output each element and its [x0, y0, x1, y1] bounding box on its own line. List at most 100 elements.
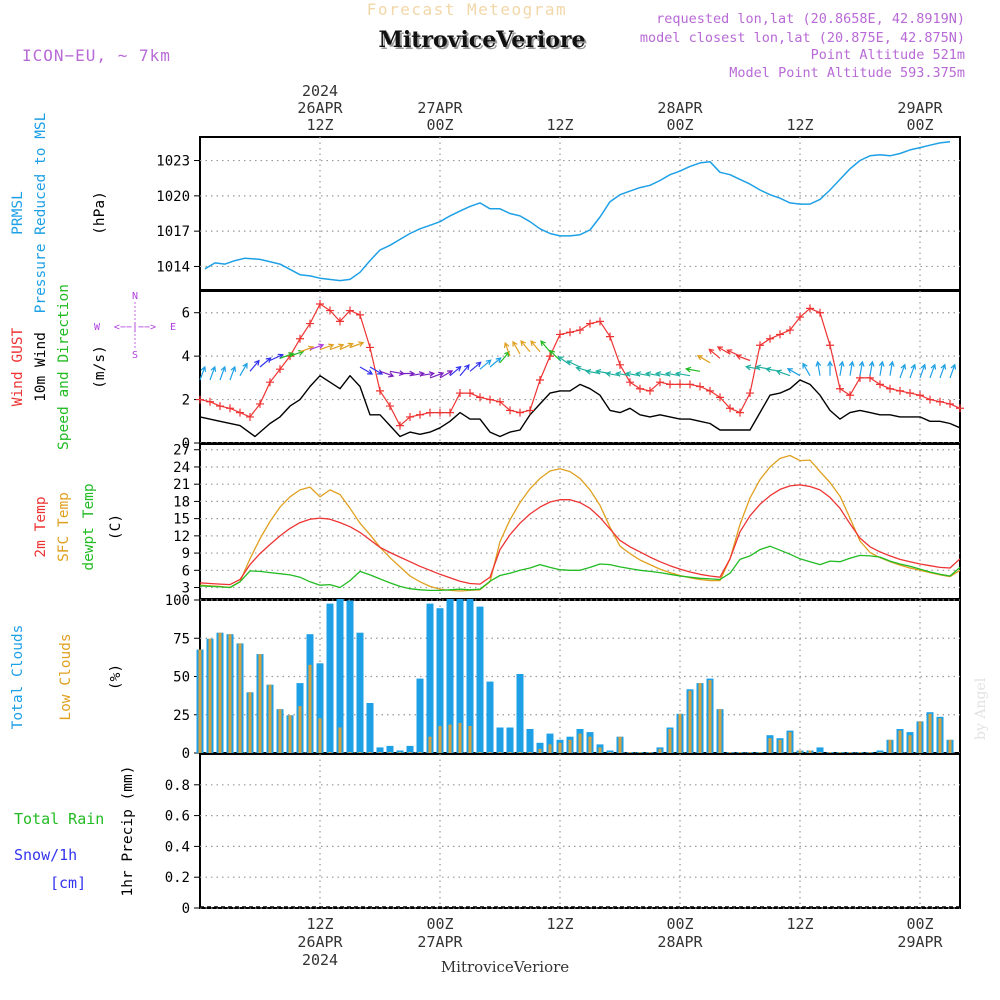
wind-direction-arrow	[469, 361, 482, 372]
gust-marker	[536, 376, 544, 385]
temperature-ytick-label: 3	[182, 581, 190, 597]
total-cloud-bar	[546, 733, 554, 753]
low-cloud-bar	[898, 730, 902, 753]
low-cloud-bar	[448, 724, 452, 753]
wind-direction-arrow	[339, 342, 354, 351]
total-cloud-bar	[436, 608, 444, 753]
top-time-label: 2024	[302, 82, 338, 100]
gust-marker	[516, 408, 524, 417]
low-cloud-bar	[798, 750, 802, 753]
gust-marker	[476, 393, 484, 402]
gust-marker	[766, 334, 774, 343]
low-cloud-bar	[478, 752, 482, 753]
compass-s: S	[132, 350, 138, 361]
gust-marker	[316, 300, 324, 309]
wind-direction-arrow	[684, 366, 701, 373]
clouds-ytick-label: 0	[182, 746, 190, 762]
wind-direction-arrow	[449, 365, 462, 377]
gust-marker	[416, 410, 424, 419]
gust-marker	[346, 306, 354, 315]
wind-axis-title: Speed and Direction	[56, 284, 72, 450]
bottom-station-label: MitroviceVeriore	[441, 958, 569, 976]
gust-marker	[376, 386, 384, 395]
top-time-label: 12Z	[786, 116, 813, 134]
wind-axis-title: 10m Wind	[33, 332, 49, 402]
total-cloud-bar	[386, 745, 394, 753]
wind-direction-arrow	[624, 371, 641, 377]
low-cloud-bar	[258, 654, 262, 753]
wind-ytick-label: 2	[182, 393, 190, 409]
snow-unit-label: [cm]	[50, 874, 86, 892]
pressure-ytick-label: 1023	[156, 154, 190, 170]
compass-e: E	[170, 322, 176, 333]
total-cloud-bar	[316, 663, 324, 753]
pressure-axis-title: Pressure Reduced to MSL	[33, 112, 49, 313]
total-cloud-bar	[346, 600, 354, 753]
wind-direction-arrow	[289, 350, 305, 357]
wind-direction-arrow	[459, 364, 470, 377]
wind-direction-arrow	[439, 370, 454, 379]
gust-marker	[936, 397, 944, 406]
low-cloud-bar	[668, 729, 672, 753]
wind-direction-arrow	[540, 340, 551, 353]
total-cloud-bar	[396, 750, 404, 753]
wind-direction-arrow	[584, 368, 601, 375]
low-cloud-bar	[828, 752, 832, 753]
top-time-label: 27APR	[417, 99, 463, 117]
gust-marker	[676, 380, 684, 389]
low-cloud-bar	[488, 752, 492, 753]
low-cloud-bar	[328, 752, 332, 753]
gust-marker	[876, 380, 884, 389]
top-time-label: 28APR	[657, 99, 703, 117]
bottom-time-label: 2024	[302, 951, 338, 969]
low-cloud-bar	[238, 643, 242, 753]
gust-marker	[916, 391, 924, 400]
total-cloud-bar	[426, 603, 434, 753]
temperature-ytick-label: 15	[173, 512, 190, 528]
temperature-ytick-label: 21	[173, 477, 190, 493]
gust-marker	[896, 386, 904, 395]
wind-ytick-label: 0	[182, 436, 190, 452]
low-cloud-bar	[318, 718, 322, 753]
bottom-time-label: 12Z	[546, 915, 573, 933]
gust-marker	[716, 393, 724, 402]
wind-direction-arrow	[827, 360, 833, 376]
low-cloud-bar	[598, 747, 602, 753]
low-cloud-bar	[208, 638, 212, 753]
total-cloud-bar	[876, 750, 884, 753]
wind-direction-arrow	[489, 357, 502, 368]
precip-ytick-label: 0	[182, 901, 190, 917]
gust-marker	[626, 378, 634, 387]
wind-direction-arrow	[815, 360, 822, 376]
low-cloud-bar	[648, 752, 652, 753]
low-cloud-bar	[348, 752, 352, 753]
wind-direction-arrow	[744, 364, 761, 371]
low-cloud-bar	[698, 683, 702, 753]
low-cloud-bar	[938, 718, 942, 753]
sfc-temp-line	[199, 454, 961, 592]
low-cloud-bar	[758, 752, 762, 753]
low-cloud-bar	[368, 752, 372, 753]
total-cloud-bar	[406, 745, 414, 753]
low-cloud-bar	[788, 732, 792, 753]
temperature-ytick-label: 9	[182, 546, 190, 562]
low-cloud-bar	[728, 752, 732, 753]
gust-marker	[226, 404, 234, 413]
closest-coords: model closest lon,lat (20.875E, 42.875N)	[640, 30, 965, 46]
temperature-axis-title: 2m Temp	[33, 496, 49, 557]
top-time-label: 00Z	[906, 116, 933, 134]
precip-axis-title: 1hr Precip (mm)	[120, 766, 136, 897]
precip-ytick-label: 0.6	[165, 809, 190, 825]
wind-direction-arrow	[786, 368, 801, 377]
wind-speed-line	[199, 375, 961, 438]
wind-direction-arrow	[249, 359, 260, 372]
low-cloud-bar	[688, 690, 692, 753]
gust-marker	[486, 395, 494, 404]
low-cloud-bar	[408, 752, 412, 753]
low-cloud-bar	[458, 722, 462, 753]
precip-ytick-label: 0.8	[165, 778, 190, 794]
requested-coords: requested lon,lat (20.8658E, 42.8919N)	[656, 11, 965, 27]
gust-marker	[806, 304, 814, 313]
gust-marker	[526, 406, 534, 415]
